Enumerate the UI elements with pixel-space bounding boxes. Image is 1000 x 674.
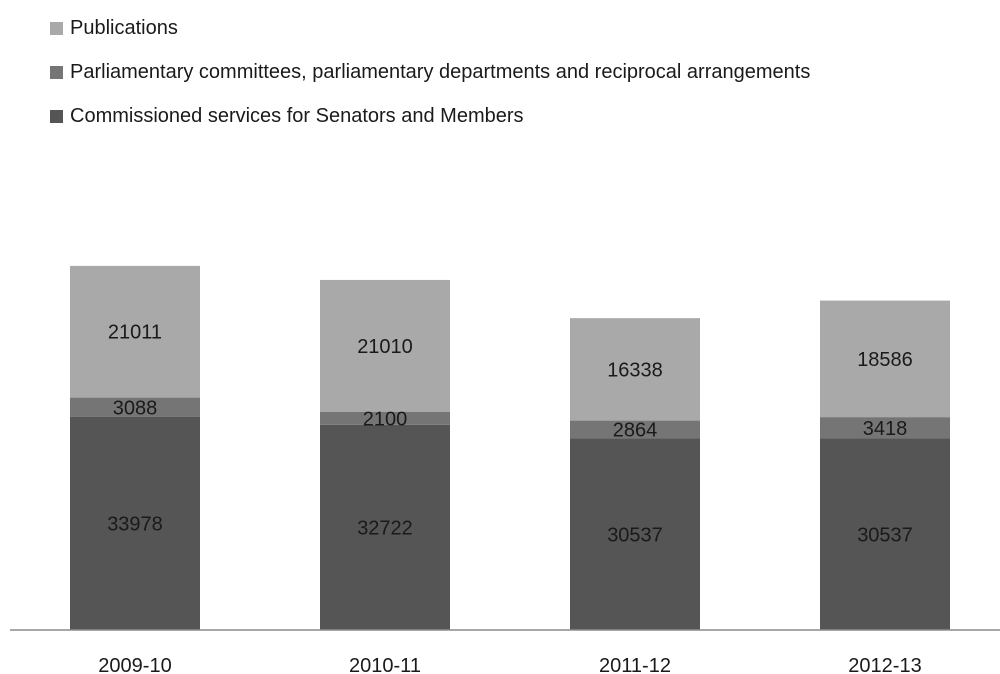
bar-segment — [570, 420, 700, 439]
data-label: 2864 — [613, 420, 658, 442]
data-label: 30537 — [607, 524, 663, 546]
x-tick-label: 2012-13 — [848, 655, 921, 674]
legend-label-publications: Publications — [70, 16, 178, 39]
legend-swatch-commissioned — [50, 109, 63, 123]
data-label: 3418 — [863, 418, 908, 440]
bar-segment — [570, 438, 700, 630]
data-label: 2100 — [363, 408, 408, 430]
bar-segment — [320, 279, 450, 412]
legend-swatch-parliamentary — [50, 65, 63, 79]
bar-segment — [320, 411, 450, 425]
data-label: 3088 — [113, 397, 158, 419]
legend-item-parliamentary: Parliamentary committees, parliamentary … — [50, 50, 810, 94]
legend-label-commissioned: Commissioned services for Senators and M… — [70, 104, 524, 127]
bar-segment — [70, 397, 200, 417]
legend-item-publications: Publications — [50, 6, 810, 50]
bar-segment — [820, 417, 950, 439]
data-label: 30537 — [857, 524, 913, 546]
data-label: 18586 — [857, 349, 913, 371]
bar-segment — [820, 438, 950, 630]
chart-legend: Publications Parliamentary committees, p… — [50, 6, 810, 138]
bar-segment — [820, 300, 950, 418]
data-label: 21010 — [357, 336, 413, 358]
x-tick-label: 2011-12 — [599, 655, 671, 674]
data-label: 16338 — [607, 359, 663, 381]
bar-segment — [70, 265, 200, 398]
legend-item-commissioned: Commissioned services for Senators and M… — [50, 94, 810, 138]
x-tick-label: 2010-11 — [349, 655, 421, 674]
x-tick-label: 2009-10 — [98, 655, 171, 674]
legend-label-parliamentary: Parliamentary committees, parliamentary … — [70, 60, 811, 83]
bar-segment — [320, 424, 450, 630]
legend-swatch-publications — [50, 21, 63, 35]
bar-segment — [570, 318, 700, 421]
data-label: 32722 — [357, 517, 413, 539]
data-label: 33978 — [107, 513, 163, 535]
bar-segment — [70, 416, 200, 630]
data-label: 21011 — [108, 322, 162, 344]
